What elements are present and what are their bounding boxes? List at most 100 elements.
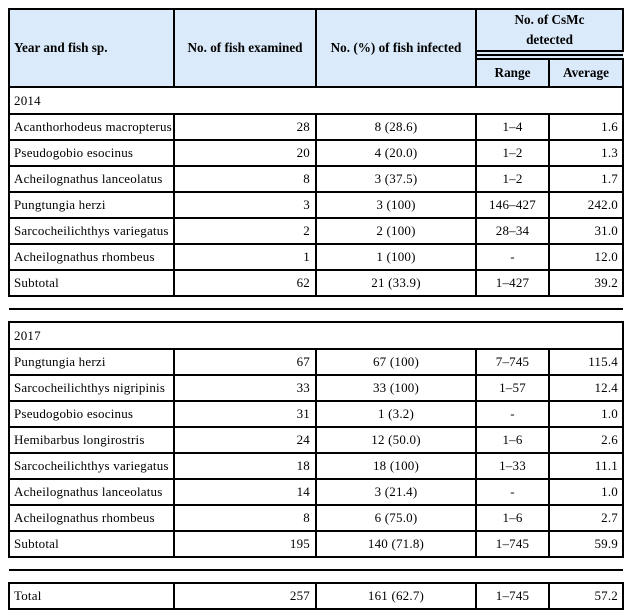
average-cell: 1.7 <box>548 165 624 193</box>
average-cell: 2.7 <box>548 504 624 532</box>
range-cell: 1–6 <box>475 504 550 532</box>
examined-cell: 195 <box>173 530 317 558</box>
species-cell: Acheilognathus lanceolatus <box>8 478 175 506</box>
col-header-infected: No. (%) of fish infected <box>315 8 477 88</box>
species-cell: Sarcocheilichthys variegatus <box>8 217 175 245</box>
total-label: Total <box>8 582 175 610</box>
csmc-detected-label: No. of CsMc detected <box>514 12 585 47</box>
examined-cell: 67 <box>173 348 317 376</box>
subtotal-label: Subtotal <box>8 269 175 297</box>
examined-cell: 24 <box>173 426 317 454</box>
range-cell: 1–427 <box>475 269 550 297</box>
infected-cell: 3 (37.5) <box>315 165 477 193</box>
double-rule-stripe <box>477 54 623 56</box>
table-row: Pungtungia herzi 67 67 (100) 7–745 115.4 <box>8 348 624 376</box>
range-cell: 1–745 <box>475 582 550 610</box>
infected-cell: 3 (21.4) <box>315 478 477 506</box>
species-cell: Pseudogobio esocinus <box>8 139 175 167</box>
examined-cell: 31 <box>173 400 317 428</box>
header-row-sub: Range Average <box>9 58 624 88</box>
examined-cell: 257 <box>173 582 317 610</box>
range-cell: 1–2 <box>475 165 550 193</box>
infected-cell: 161 (62.7) <box>315 582 477 610</box>
species-cell: Acheilognathus rhombeus <box>8 243 175 271</box>
average-cell: 12.0 <box>548 243 624 271</box>
average-cell: 1.6 <box>548 113 624 141</box>
examined-cell: 28 <box>173 113 317 141</box>
section-divider-cell <box>9 295 623 323</box>
col-header-range: Range <box>475 58 550 88</box>
infected-cell: 12 (50.0) <box>315 426 477 454</box>
average-cell: 115.4 <box>548 348 624 376</box>
average-cell: 12.4 <box>548 374 624 402</box>
section-divider-double-rule <box>9 295 623 323</box>
section-divider-double-rule <box>9 556 623 584</box>
range-cell: 1–57 <box>475 374 550 402</box>
infected-cell: 6 (75.0) <box>315 504 477 532</box>
table-row: Sarcocheilichthys variegatus 2 2 (100) 2… <box>8 217 624 245</box>
table-row: Acanthorhodeus macropterus 28 8 (28.6) 1… <box>8 113 624 141</box>
examined-cell: 33 <box>173 374 317 402</box>
header-row-main: Year and fish sp. No. of fish examined N… <box>8 8 624 88</box>
subtotal-label: Subtotal <box>8 530 175 558</box>
range-cell: 1–33 <box>475 452 550 480</box>
average-cell: 1.3 <box>548 139 624 167</box>
table-row: Sarcocheilichthys nigripinis 33 33 (100)… <box>8 374 624 402</box>
header-double-rule <box>9 50 623 60</box>
range-cell: 1–4 <box>475 113 550 141</box>
infected-cell: 1 (3.2) <box>315 400 477 428</box>
range-cell: - <box>475 243 550 271</box>
examined-cell: 2 <box>173 217 317 245</box>
section-divider-cell <box>9 556 623 584</box>
year-label: 2014 <box>8 86 624 115</box>
double-rule-stripe <box>9 308 623 310</box>
species-cell: Acheilognathus lanceolatus <box>8 165 175 193</box>
table-row: Acheilognathus rhombeus 8 6 (75.0) 1–6 2… <box>8 504 624 532</box>
species-cell: Pungtungia herzi <box>8 348 175 376</box>
table-row: Acheilognathus lanceolatus 14 3 (21.4) -… <box>8 478 624 506</box>
infected-cell: 33 (100) <box>315 374 477 402</box>
range-cell: 7–745 <box>475 348 550 376</box>
average-cell: 1.0 <box>548 478 624 506</box>
examined-cell: 8 <box>173 504 317 532</box>
average-cell: 31.0 <box>548 217 624 245</box>
double-rule-stripe <box>9 569 623 571</box>
species-cell: Pseudogobio esocinus <box>8 400 175 428</box>
average-cell: 242.0 <box>548 191 624 219</box>
species-cell: Acheilognathus rhombeus <box>8 504 175 532</box>
examined-cell: 20 <box>173 139 317 167</box>
fish-infection-table-wrap: Year and fish sp. No. of fish examined N… <box>8 8 624 610</box>
range-cell: 146–427 <box>475 191 550 219</box>
average-cell: 2.6 <box>548 426 624 454</box>
examined-cell: 3 <box>173 191 317 219</box>
infected-cell: 4 (20.0) <box>315 139 477 167</box>
table-header: Year and fish sp. No. of fish examined N… <box>8 8 624 88</box>
infected-cell: 140 (71.8) <box>315 530 477 558</box>
total-row: Total 257 161 (62.7) 1–745 57.2 <box>8 582 624 610</box>
species-cell: Pungtungia herzi <box>8 191 175 219</box>
table-row: Pungtungia herzi 3 3 (100) 146–427 242.0 <box>8 191 624 219</box>
range-cell: 1–2 <box>475 139 550 167</box>
species-cell: Acanthorhodeus macropterus <box>8 113 175 141</box>
year-section-row-2014: 2014 <box>8 86 624 115</box>
subtotal-row: Subtotal 195 140 (71.8) 1–745 59.9 <box>8 530 624 558</box>
range-cell: 1–745 <box>475 530 550 558</box>
col-header-examined: No. of fish examined <box>173 8 317 88</box>
col-header-year-species: Year and fish sp. <box>8 8 175 88</box>
infected-cell: 3 (100) <box>315 191 477 219</box>
table-row: Sarcocheilichthys variegatus 18 18 (100)… <box>8 452 624 480</box>
infected-cell: 21 (33.9) <box>315 269 477 297</box>
examined-cell: 8 <box>173 165 317 193</box>
table-row: Acheilognathus rhombeus 1 1 (100) - 12.0 <box>8 243 624 271</box>
examined-cell: 18 <box>173 452 317 480</box>
table-row: Acheilognathus lanceolatus 8 3 (37.5) 1–… <box>8 165 624 193</box>
examined-cell: 14 <box>173 478 317 506</box>
species-cell: Hemibarbus longirostris <box>8 426 175 454</box>
col-header-csmc-detected: No. of CsMc detected <box>475 8 624 52</box>
average-cell: 57.2 <box>548 582 624 610</box>
examined-cell: 62 <box>173 269 317 297</box>
header-double-rule-cell <box>476 50 623 60</box>
average-cell: 39.2 <box>548 269 624 297</box>
table-row: Pseudogobio esocinus 31 1 (3.2) - 1.0 <box>8 400 624 428</box>
average-cell: 59.9 <box>548 530 624 558</box>
